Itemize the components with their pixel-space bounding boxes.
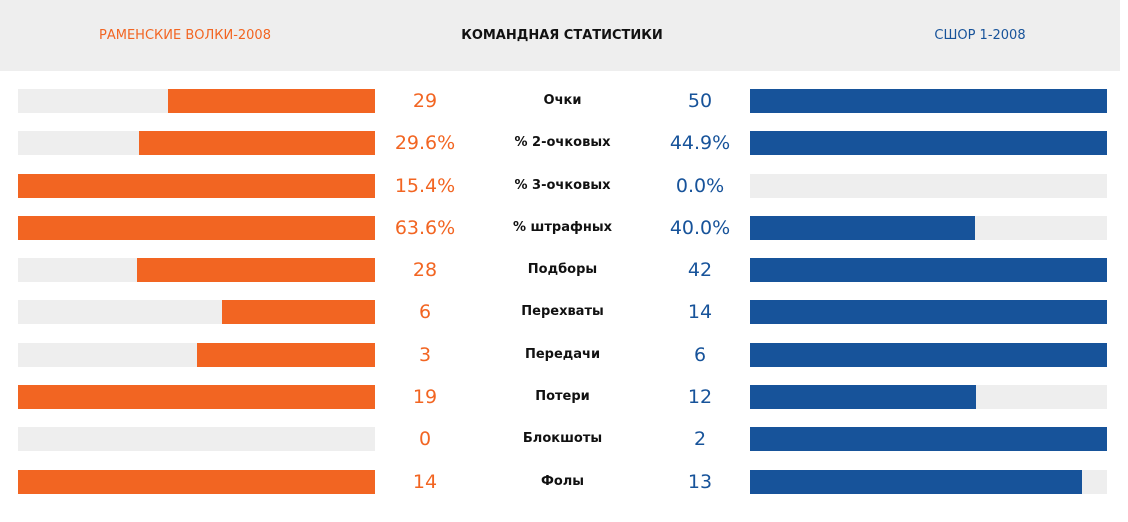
away-bar-track <box>750 173 1107 198</box>
away-bar-track <box>750 131 1107 156</box>
home-bar-fill <box>139 131 375 156</box>
home-stat-value: 6 <box>418 301 432 324</box>
stats-title: КОМАНДНАЯ СТАТИСТИКИ <box>461 28 663 43</box>
stat-label: Фолы <box>540 473 585 489</box>
home-bar-track <box>18 342 375 367</box>
away-stat-value: 6 <box>693 343 707 366</box>
away-bar-fill <box>750 215 975 240</box>
stat-label: % 2-очковых <box>514 135 611 151</box>
stat-row: 14 Фолы 13 <box>0 469 1128 511</box>
stat-row: 3 Передачи 6 <box>0 342 1128 384</box>
stat-row: 19 Потери 12 <box>0 384 1128 426</box>
home-bar-fill <box>18 215 375 240</box>
home-stat-value: 63.6% <box>394 216 456 239</box>
home-bar-track <box>18 300 375 325</box>
stat-label: Блокшоты <box>522 431 603 447</box>
home-stat-value: 15.4% <box>394 174 456 197</box>
home-bar-fill <box>18 385 375 410</box>
away-stat-value: 40.0% <box>669 216 731 239</box>
stat-row: 28 Подборы 42 <box>0 257 1128 299</box>
away-bar-fill <box>750 131 1107 156</box>
home-stat-value: 3 <box>418 343 432 366</box>
home-stat-value: 19 <box>412 386 438 409</box>
home-bar-fill <box>136 258 375 283</box>
home-stat-value: 0 <box>418 428 432 451</box>
home-stat-value: 14 <box>412 470 438 493</box>
stat-label: % 3-очковых <box>514 177 611 193</box>
home-bar-track <box>18 385 375 410</box>
home-bar-track <box>18 258 375 283</box>
home-bar-fill <box>18 469 375 494</box>
home-bar-fill <box>221 300 375 325</box>
away-stat-value: 12 <box>687 386 713 409</box>
away-stat-value: 14 <box>687 301 713 324</box>
home-stat-value: 28 <box>412 259 438 282</box>
away-bar-fill <box>750 342 1107 367</box>
stat-label: Потери <box>535 389 590 405</box>
stat-row: 29.6% % 2-очковых 44.9% <box>0 130 1128 172</box>
stat-label: Перехваты <box>521 304 604 320</box>
away-bar-fill <box>750 469 1082 494</box>
away-bar-track <box>750 427 1107 452</box>
away-bar-track <box>750 258 1107 283</box>
away-stat-value: 13 <box>687 470 713 493</box>
home-team-name[interactable]: РАМЕНСКИЕ ВОЛКИ-2008 <box>99 28 271 43</box>
away-bar-fill <box>750 258 1107 283</box>
away-bar-fill <box>750 89 1107 113</box>
stat-row: 63.6% % штрафных 40.0% <box>0 215 1128 257</box>
stats-header: РАМЕНСКИЕ ВОЛКИ-2008 КОМАНДНАЯ СТАТИСТИК… <box>0 0 1120 71</box>
home-bar-track <box>18 173 375 198</box>
away-bar-fill <box>750 385 976 410</box>
away-team-name[interactable]: СШОР 1-2008 <box>934 28 1026 43</box>
away-stat-value: 42 <box>687 259 713 282</box>
away-stat-value: 2 <box>693 428 707 451</box>
away-bar-fill <box>750 427 1107 452</box>
stat-row: 15.4% % 3-очковых 0.0% <box>0 173 1128 215</box>
away-stat-value: 44.9% <box>669 132 731 155</box>
away-bar-track <box>750 385 1107 410</box>
home-bar-track <box>18 427 375 452</box>
away-bar-track <box>750 89 1107 113</box>
stat-label: Очки <box>543 93 582 108</box>
home-bar-fill <box>196 342 375 367</box>
stat-row: 0 Блокшоты 2 <box>0 426 1128 468</box>
home-bar-track <box>18 215 375 240</box>
home-bar-track <box>18 89 375 113</box>
away-bar-track <box>750 342 1107 367</box>
home-bar-fill <box>18 173 375 198</box>
home-bar-track <box>18 131 375 156</box>
home-stat-value: 29 <box>412 90 438 112</box>
away-bar-track <box>750 300 1107 325</box>
away-stat-value: 0.0% <box>675 174 725 197</box>
home-stat-value: 29.6% <box>394 132 456 155</box>
away-stat-value: 50 <box>687 90 713 112</box>
stats-rows: 29 Очки 50 29.6% % 2-очковых 44.9% 15.4%… <box>0 88 1128 511</box>
away-bar-track <box>750 469 1107 494</box>
home-bar-track <box>18 469 375 494</box>
stat-label: Подборы <box>527 262 598 278</box>
stat-label: % штрафных <box>513 219 612 235</box>
away-bar-track <box>750 215 1107 240</box>
stat-label: Передачи <box>524 346 601 362</box>
away-bar-fill <box>750 300 1107 325</box>
home-bar-fill <box>167 89 375 113</box>
stat-row: 6 Перехваты 14 <box>0 299 1128 341</box>
stat-row: 29 Очки 50 <box>0 88 1128 130</box>
